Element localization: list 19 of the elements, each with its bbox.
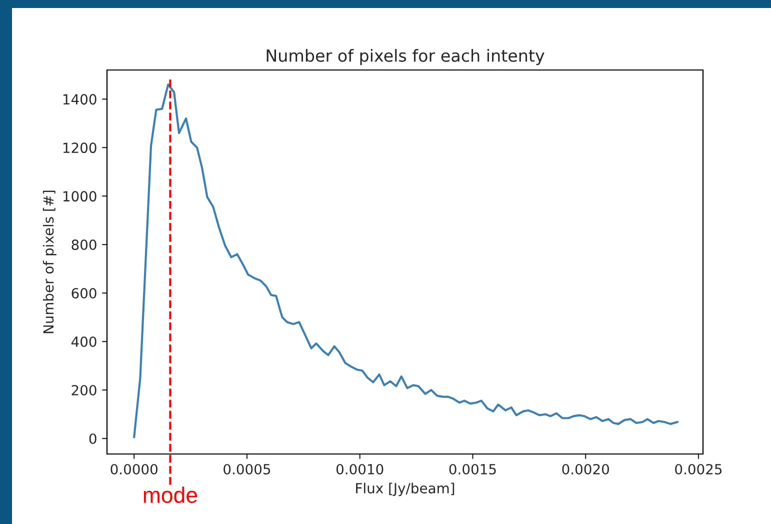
x-tick-label: 0.0010 xyxy=(336,464,384,474)
y-tick-label: 0 xyxy=(89,433,96,444)
x-tick-label: 0.0015 xyxy=(449,464,496,474)
y-tick-label: 1400 xyxy=(63,94,96,105)
chart-title: Number of pixels for each intenty xyxy=(266,49,544,66)
y-tick-label: 600 xyxy=(72,288,96,299)
line-series xyxy=(133,84,679,438)
y-tick-label: 800 xyxy=(72,240,96,250)
x-tick-label: 0.0005 xyxy=(224,464,270,474)
x-tick-label: 0.0025 xyxy=(675,464,722,474)
ref-line-label: mode xyxy=(144,486,198,503)
y-tick-label: 1200 xyxy=(63,142,96,154)
y-tick-label: 1000 xyxy=(63,191,96,202)
x-tick-label: 0.0020 xyxy=(562,464,609,474)
y-axis-title: Number of pixels [#] xyxy=(42,190,56,334)
y-tick-label: 400 xyxy=(71,336,96,347)
y-tick-label: 200 xyxy=(72,384,96,396)
x-tick-label: 0.0000 xyxy=(110,464,158,474)
x-axis-title: Flux [Jy/beam] xyxy=(356,482,454,496)
